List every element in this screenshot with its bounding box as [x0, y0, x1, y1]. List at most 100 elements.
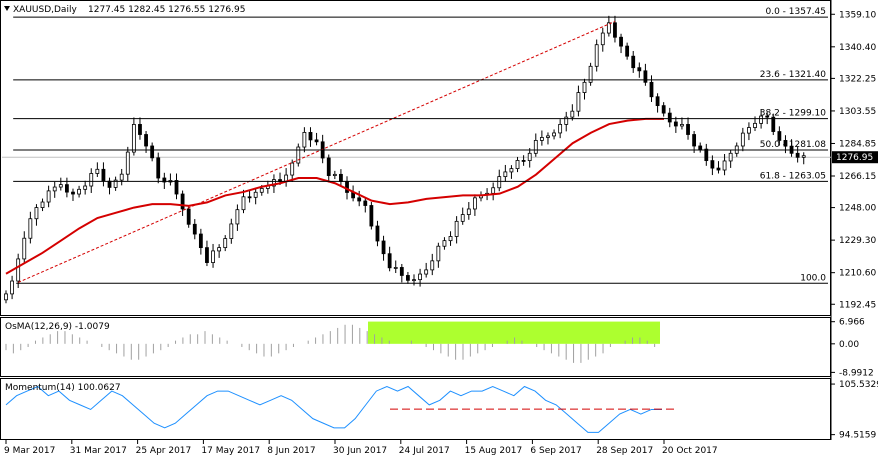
bearish-candle: [387, 253, 392, 269]
time-tick-label: 20 Oct 2017: [662, 446, 718, 456]
bearish-candle: [101, 168, 106, 182]
bearish-candle: [138, 124, 142, 135]
bearish-candle: [673, 121, 678, 127]
bullish-candle: [424, 269, 429, 275]
price-tick-label: 1340.40: [839, 43, 876, 53]
bullish-candle: [77, 188, 81, 195]
bullish-candle: [259, 188, 264, 193]
bullish-candle: [448, 236, 453, 242]
dropdown-triangle-icon[interactable]: [4, 6, 10, 11]
bullish-candle: [753, 122, 757, 128]
bullish-candle: [290, 162, 295, 176]
bearish-candle: [686, 124, 690, 135]
bearish-candle: [339, 173, 343, 182]
bearish-candle: [661, 105, 666, 114]
bearish-candle: [357, 197, 362, 202]
bullish-candle: [28, 218, 33, 239]
bullish-candle: [801, 155, 806, 158]
bullish-candle: [558, 124, 563, 134]
price-tick-label: 1284.85: [839, 139, 876, 149]
bullish-candle: [564, 116, 569, 125]
momentum-tick-label: 94.5159: [839, 431, 876, 441]
bearish-candle: [64, 184, 69, 193]
time-tick-label: 6 Sep 2017: [530, 446, 581, 456]
bullish-candle: [211, 250, 215, 263]
bearish-candle: [406, 275, 410, 281]
bullish-candle: [125, 151, 130, 175]
bullish-candle: [4, 293, 8, 301]
bullish-candle: [16, 258, 21, 282]
bearish-candle: [205, 247, 209, 263]
bullish-candle: [759, 115, 764, 124]
bullish-candle: [546, 135, 550, 138]
bearish-candle: [174, 180, 179, 195]
bearish-candle: [326, 157, 331, 176]
bullish-candle: [229, 223, 234, 239]
bearish-candle: [381, 240, 386, 255]
bearish-candle: [107, 180, 112, 188]
bullish-candle: [52, 186, 57, 192]
time-tick-label: 25 Apr 2017: [136, 446, 192, 456]
bearish-candle: [375, 225, 380, 242]
bearish-candle: [314, 139, 319, 143]
bullish-candle: [740, 132, 745, 147]
bearish-candle: [698, 145, 703, 150]
bearish-candle: [704, 148, 709, 162]
bearish-candle: [765, 115, 770, 118]
bearish-candle: [637, 67, 642, 72]
price-tick-label: 1192.45: [839, 300, 876, 310]
bullish-candle: [466, 208, 471, 215]
price-tick-label: 1248.00: [839, 204, 876, 214]
bullish-candle: [113, 179, 118, 188]
bearish-candle: [716, 167, 721, 171]
axes-layer: 1359.10 1340.40 1322.25 1303.55 1284.85 1266.…: [4, 10, 878, 456]
bullish-candle: [509, 168, 514, 173]
momentum-line: [5, 385, 662, 433]
price-tick-label: 1229.30: [839, 236, 876, 246]
time-tick-label: 8 Jun 2017: [267, 446, 315, 456]
bearish-candle: [619, 36, 623, 47]
fibonacci-label: 23.6 - 1321.40: [760, 70, 826, 80]
osma-title: OsMA(12,26,9) -1.0079: [5, 322, 110, 332]
bearish-candle: [692, 134, 697, 147]
bullish-candle: [497, 176, 502, 189]
bearish-candle: [399, 267, 404, 276]
current-price-label: 1276.95: [836, 153, 873, 163]
bullish-candle: [576, 92, 581, 112]
fibonacci-label: 0.0 - 1357.45: [766, 7, 827, 17]
bearish-candle: [345, 181, 349, 193]
bullish-candle: [539, 137, 544, 141]
bullish-candle: [460, 214, 465, 222]
bearish-candle: [777, 131, 782, 141]
bearish-candle: [771, 116, 776, 132]
bullish-candle: [235, 209, 240, 225]
bullish-candle: [442, 240, 447, 247]
bullish-candle: [40, 201, 45, 208]
fibonacci-label: 50.0 - 1281.08: [760, 140, 826, 150]
fibonacci-label: 61.8 - 1263.05: [760, 171, 826, 181]
fibonacci-label: 100.0: [800, 273, 826, 283]
momentum-tick-label: 105.5329: [839, 380, 878, 390]
bearish-candle: [192, 223, 197, 235]
bullish-candle: [747, 127, 751, 134]
time-tick-label: 30 Jun 2017: [333, 446, 387, 456]
bullish-candle: [131, 124, 136, 153]
bearish-candle: [150, 145, 155, 159]
bullish-candle: [552, 132, 556, 137]
bullish-candle: [332, 173, 337, 176]
bullish-candle: [95, 168, 100, 174]
fibonacci-trend-line: [17, 20, 616, 283]
bullish-candle: [570, 110, 575, 118]
price-tick-label: 1210.60: [839, 269, 876, 279]
bearish-candle: [247, 196, 252, 199]
bearish-candle: [667, 112, 672, 123]
ohlc-readout: 1277.45 1282.45 1276.55 1276.95: [88, 5, 245, 15]
price-layer: [2, 15, 831, 304]
bearish-candle: [198, 233, 203, 249]
bearish-candle: [363, 200, 368, 206]
bearish-candle: [710, 160, 715, 169]
bullish-candle: [430, 260, 435, 271]
bullish-candle: [253, 191, 258, 198]
